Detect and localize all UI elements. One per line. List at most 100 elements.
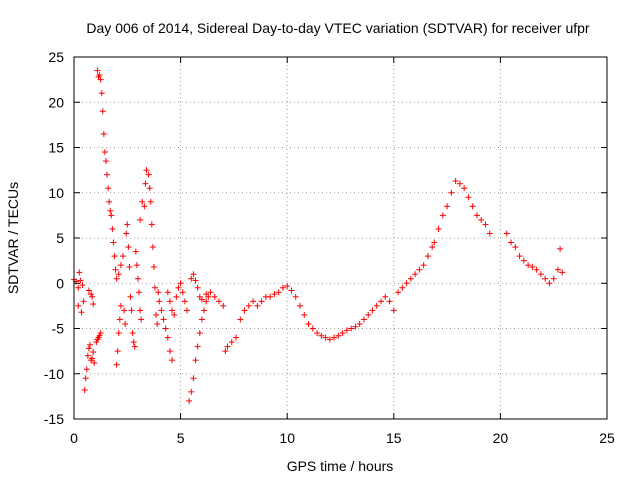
data-point (154, 320, 161, 327)
data-point (105, 185, 112, 192)
data-point (403, 280, 410, 287)
data-point (83, 366, 90, 373)
data-point (85, 345, 92, 352)
data-point (79, 282, 86, 289)
data-point (407, 275, 414, 282)
data-point (110, 239, 117, 246)
x-tick-label: 10 (279, 430, 295, 446)
data-point (382, 293, 389, 300)
data-point (520, 257, 527, 264)
data-point (211, 293, 218, 300)
data-point (183, 307, 190, 314)
data-point (164, 289, 171, 296)
data-point (113, 275, 120, 282)
data-point (292, 293, 299, 300)
data-point (124, 221, 131, 228)
data-point (228, 339, 235, 346)
data-point (86, 341, 93, 348)
data-point (101, 149, 108, 156)
data-point (378, 298, 385, 305)
y-tick-label: 10 (48, 185, 64, 201)
data-point (109, 225, 116, 232)
data-point (373, 302, 380, 309)
data-point (166, 298, 173, 305)
x-tick-label: 5 (177, 430, 185, 446)
grid-lines (74, 57, 607, 419)
data-point (136, 289, 143, 296)
data-point (554, 266, 561, 273)
y-tick-label: 20 (48, 94, 64, 110)
data-point (343, 327, 350, 334)
data-point (114, 348, 121, 355)
data-point (123, 230, 130, 237)
data-point (158, 307, 165, 314)
data-point (542, 275, 549, 282)
data-point (188, 388, 195, 395)
data-point (84, 352, 91, 359)
data-point (113, 361, 120, 368)
data-point (137, 307, 144, 314)
data-point (322, 334, 329, 341)
data-point (100, 130, 107, 137)
data-point (399, 284, 406, 291)
data-point (452, 177, 459, 184)
data-point (91, 359, 98, 366)
data-point (156, 298, 163, 305)
data-point (326, 336, 333, 343)
data-point (473, 212, 480, 219)
data-point (155, 289, 162, 296)
data-point (99, 108, 106, 115)
data-point (146, 185, 153, 192)
data-points (71, 67, 566, 404)
data-point (75, 284, 82, 291)
data-point (77, 277, 84, 284)
data-point (89, 293, 96, 300)
data-point (142, 180, 149, 187)
data-point (150, 263, 157, 270)
data-point (108, 212, 115, 219)
data-point (128, 307, 135, 314)
data-point (448, 189, 455, 196)
data-point (117, 262, 124, 269)
data-point (81, 387, 88, 394)
data-point (104, 171, 111, 178)
data-point (222, 348, 229, 355)
data-point (117, 302, 124, 309)
data-point (126, 263, 133, 270)
data-point (153, 311, 160, 318)
data-point (149, 244, 156, 251)
data-point (352, 323, 359, 330)
data-point (130, 339, 137, 346)
y-tick-label: 5 (56, 230, 64, 246)
data-point (356, 320, 363, 327)
data-point (122, 320, 129, 327)
data-point (516, 253, 523, 260)
data-point (478, 216, 485, 223)
data-point (162, 325, 169, 332)
data-point (121, 307, 128, 314)
data-point (116, 316, 123, 323)
data-point (96, 332, 103, 339)
data-point (201, 307, 208, 314)
data-point (188, 275, 195, 282)
data-point (125, 244, 132, 251)
data-point (275, 289, 282, 296)
data-point (203, 291, 210, 298)
data-point (97, 76, 104, 83)
data-point (132, 248, 139, 255)
data-point (164, 334, 171, 341)
data-point (171, 311, 178, 318)
data-point (94, 67, 101, 74)
data-point (305, 320, 312, 327)
data-point (169, 307, 176, 314)
data-point (112, 266, 119, 273)
data-point (335, 332, 342, 339)
data-point (435, 225, 442, 232)
data-point (137, 216, 144, 223)
data-point (431, 239, 438, 246)
data-point (190, 271, 197, 278)
data-point (166, 348, 173, 355)
data-point (198, 316, 205, 323)
data-point (102, 158, 109, 165)
